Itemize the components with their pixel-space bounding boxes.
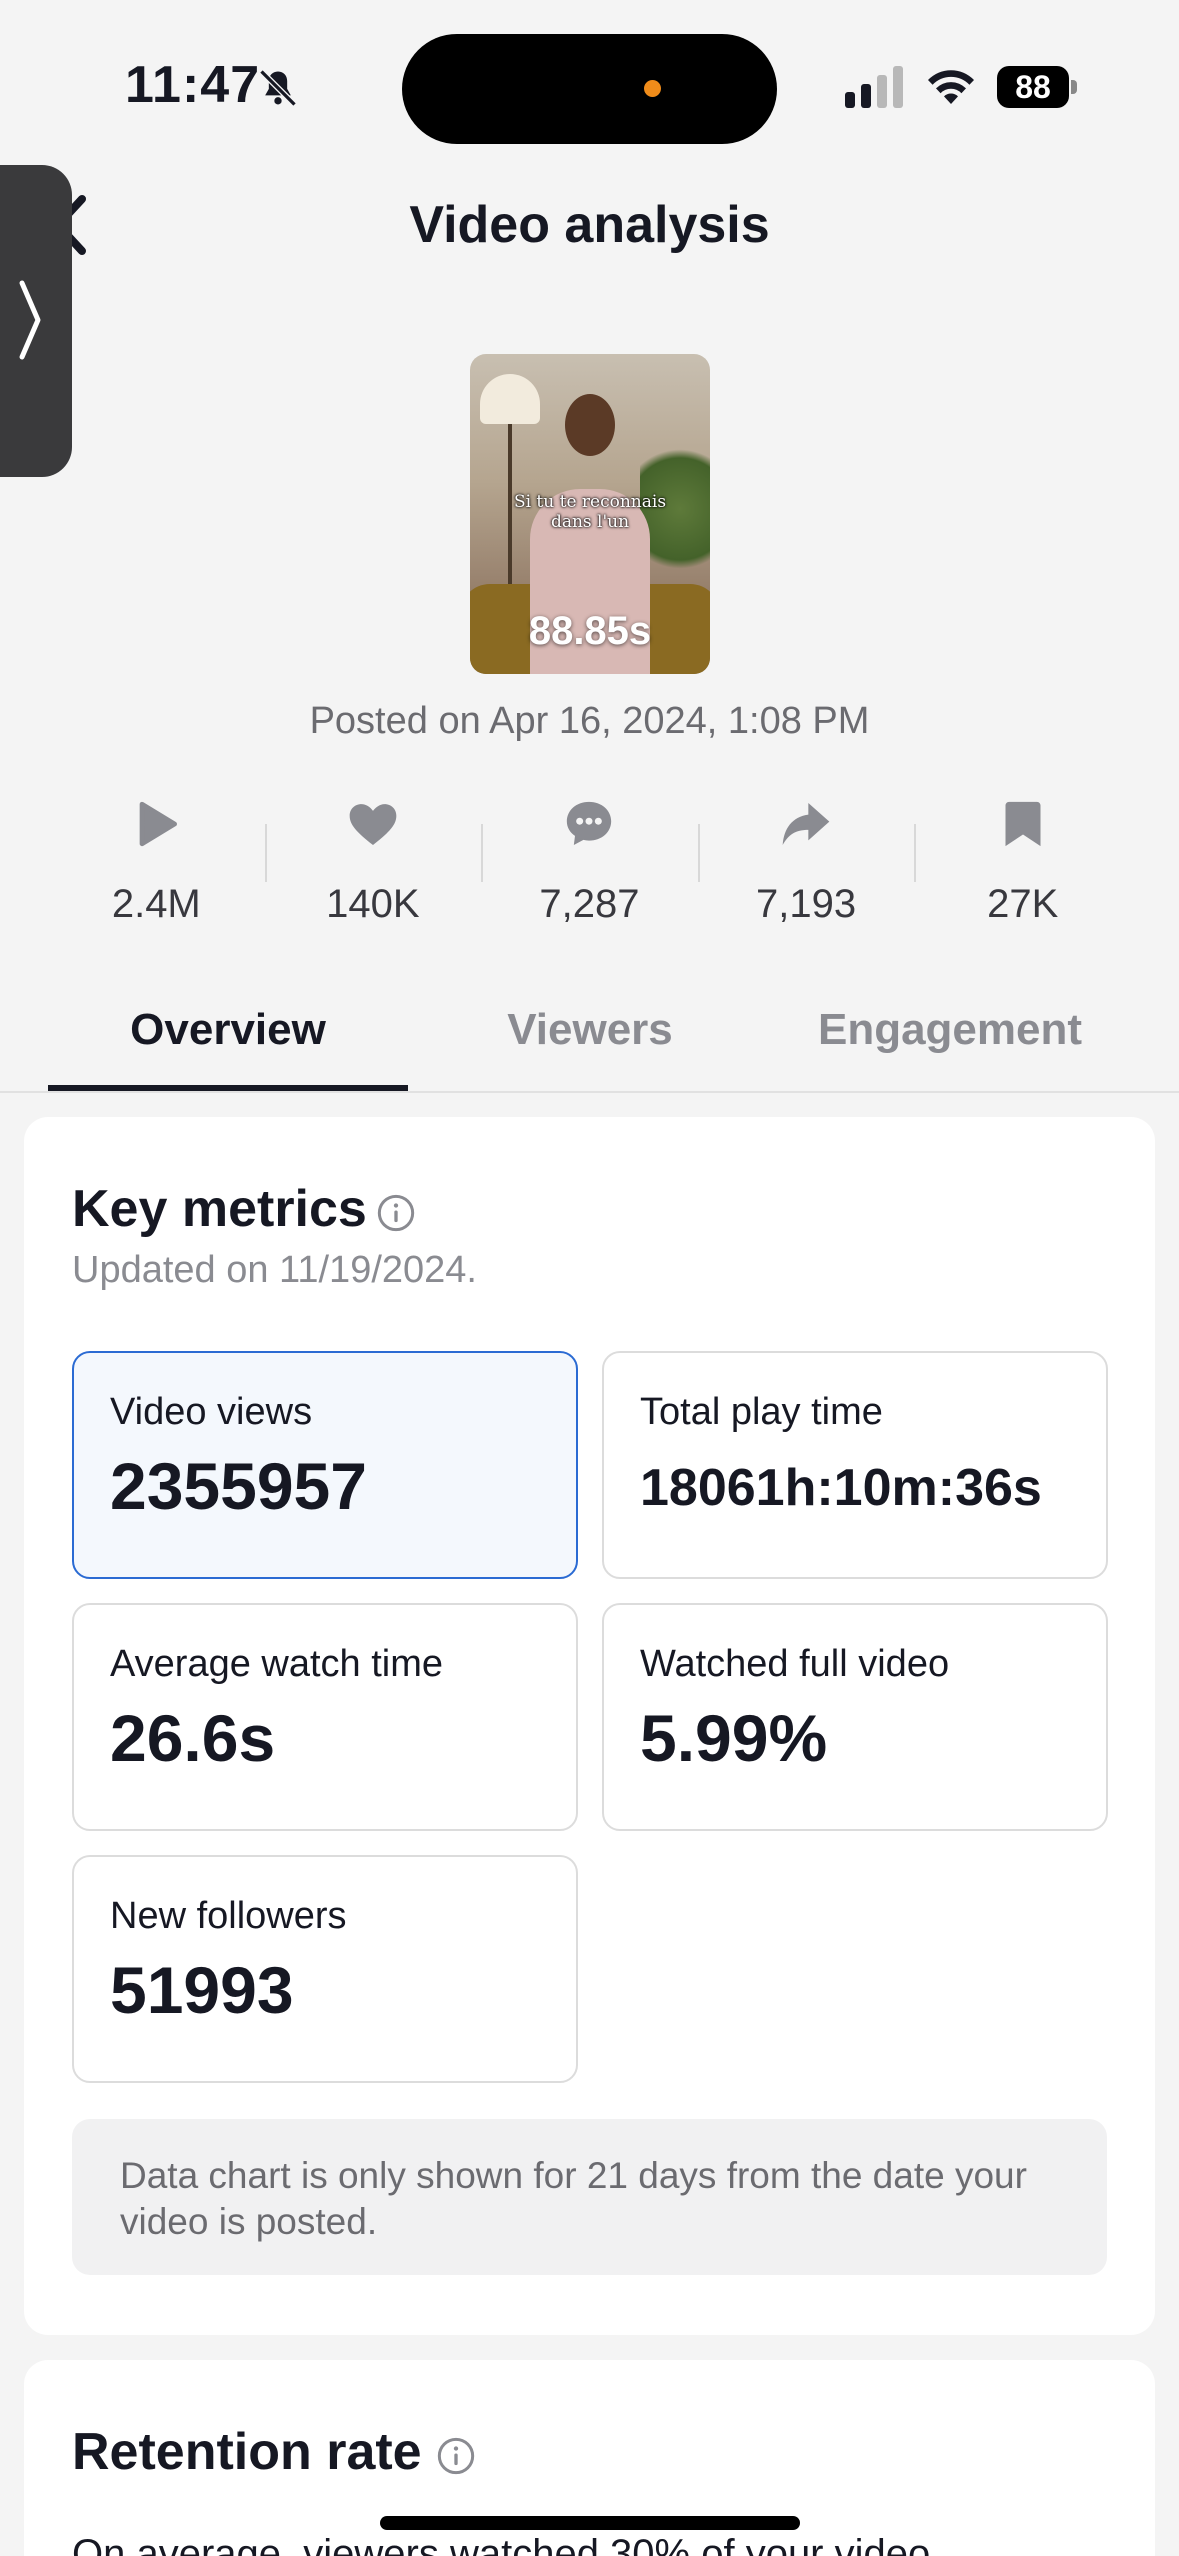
bell-slash-icon xyxy=(259,69,297,107)
stat-shares: 7,193 xyxy=(697,796,915,936)
signal-icon xyxy=(845,66,903,108)
key-metrics-card: Key metrics Updated on 11/19/2024. Video… xyxy=(24,1117,1155,2335)
share-icon xyxy=(782,803,830,845)
tab-active-indicator xyxy=(48,1085,408,1091)
battery-body xyxy=(997,66,1069,108)
video-duration: 88.85s xyxy=(528,609,652,653)
stat-saves: 27K xyxy=(914,796,1131,936)
retention-summary: On average, viewers watched 30% of your … xyxy=(72,2532,931,2556)
posted-date: Posted on Apr 16, 2024, 1:08 PM xyxy=(309,700,870,742)
retention-rate-title: Retention rate xyxy=(72,2423,422,2481)
play-icon xyxy=(139,801,178,847)
data-chart-note: Data chart is only shown for 21 days fro… xyxy=(72,2119,1107,2275)
stat-comments: 7,287 xyxy=(481,796,698,936)
stat-shares-value: 7,193 xyxy=(756,882,857,926)
stat-divider xyxy=(481,824,484,882)
comment-icon xyxy=(567,801,612,845)
info-icon[interactable] xyxy=(436,2436,476,2476)
key-metrics-updated: Updated on 11/19/2024. xyxy=(72,1249,477,1291)
stat-divider xyxy=(697,824,700,882)
stat-views-value: 2.4M xyxy=(111,882,201,926)
home-indicator[interactable] xyxy=(380,2516,800,2530)
metric-video-views[interactable]: Video views 2355957 xyxy=(72,1351,578,1579)
thumbnail-caption: Si tu te reconnais dans l'un xyxy=(513,492,667,532)
bookmark-icon xyxy=(1005,801,1041,847)
tab-overview[interactable]: Overview xyxy=(130,1005,326,1054)
stat-divider xyxy=(264,824,267,882)
page-title: Video analysis xyxy=(409,196,770,254)
metric-average-watch-time[interactable]: Average watch time 26.6s xyxy=(72,1603,578,1831)
stats-row: 2.4M 140K 7,287 7,193 xyxy=(48,796,1131,936)
metric-total-play-time[interactable]: Total play time 18061h:10m:36s xyxy=(602,1351,1108,1579)
stat-views: 2.4M xyxy=(48,796,265,936)
tab-viewers[interactable]: Viewers xyxy=(507,1005,673,1054)
dynamic-island xyxy=(402,34,777,144)
stat-likes-value: 140K xyxy=(326,882,420,926)
metric-label: Average watch time xyxy=(110,1643,444,1685)
metric-new-followers[interactable]: New followers 51993 xyxy=(72,1855,578,2083)
metric-value: 5.99% xyxy=(640,1701,828,1775)
metric-value: 26.6s xyxy=(110,1701,276,1775)
metric-label: New followers xyxy=(110,1895,347,1937)
chevron-right-icon[interactable] xyxy=(14,275,44,365)
wifi-icon xyxy=(928,70,974,104)
stat-likes: 140K xyxy=(264,796,482,936)
metric-label: Video views xyxy=(110,1391,313,1433)
thumbnail-plant xyxy=(640,434,710,584)
thumbnail-head xyxy=(565,394,615,456)
recording-indicator xyxy=(644,80,661,97)
tab-engagement[interactable]: Engagement xyxy=(817,1005,1083,1054)
battery-nub xyxy=(1071,80,1077,94)
analysis-tabs: Overview Viewers Engagement xyxy=(0,985,1179,1093)
key-metrics-title: Key metrics xyxy=(72,1180,367,1238)
metric-value: 51993 xyxy=(110,1953,294,2027)
stat-divider xyxy=(914,824,917,882)
metric-value: 18061h:10m:36s xyxy=(640,1459,1042,1517)
metric-label: Watched full video xyxy=(640,1643,950,1685)
info-icon[interactable] xyxy=(376,1193,416,1233)
metric-label: Total play time xyxy=(640,1391,883,1433)
battery-level: 88 xyxy=(1015,69,1051,105)
stat-saves-value: 27K xyxy=(987,882,1059,926)
thumbnail-person xyxy=(530,388,650,674)
thumbnail-lamp-stand xyxy=(508,424,512,624)
heart-icon xyxy=(349,804,397,845)
stat-comments-value: 7,287 xyxy=(539,882,640,926)
battery-icon: 88 xyxy=(997,66,1077,108)
video-thumbnail[interactable]: Si tu te reconnais dans l'un 88.85s xyxy=(470,354,710,674)
metric-value: 2355957 xyxy=(110,1449,367,1523)
status-time: 11:47 xyxy=(125,56,261,114)
metric-watched-full-video[interactable]: Watched full video 5.99% xyxy=(602,1603,1108,1831)
status-bar: 11:47 88 xyxy=(0,0,1179,150)
thumbnail-lamp xyxy=(480,374,540,424)
thumbnail-body xyxy=(530,489,650,674)
